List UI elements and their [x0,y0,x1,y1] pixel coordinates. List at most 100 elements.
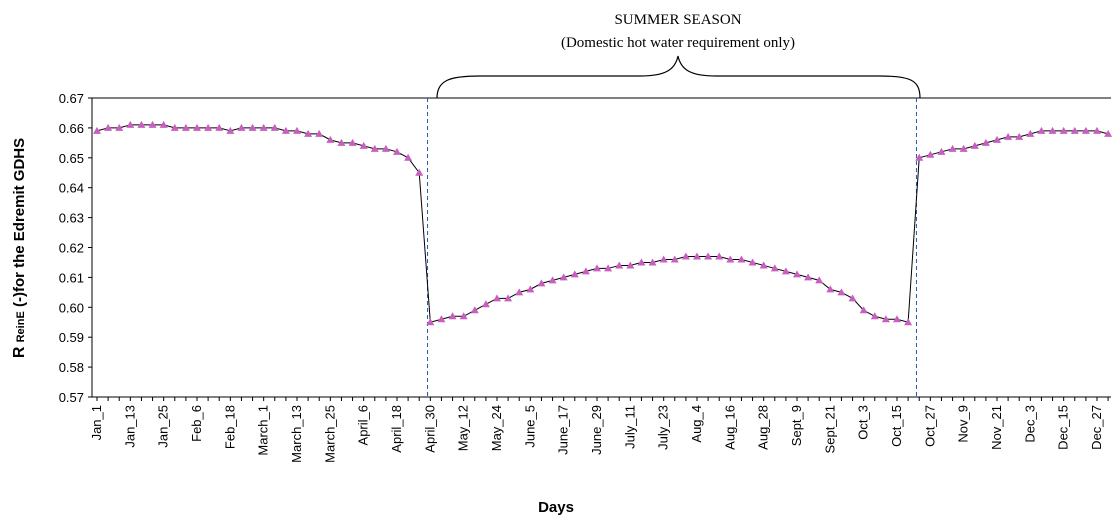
y-tick-label: 0.61 [59,270,84,285]
marker [281,126,290,134]
y-label-sub: ReinE [15,311,27,342]
x-tick-label: June_5 [522,405,537,448]
marker [104,123,113,131]
marker [993,135,1001,143]
marker [804,273,813,281]
x-tick-label: Aug_4 [689,405,704,443]
x-tick-label: Jan_13 [122,405,137,448]
y-tick-label: 0.66 [59,121,84,136]
marker [615,261,624,269]
marker [959,144,968,152]
marker [1026,129,1035,137]
x-tick-label: July_11 [622,405,637,449]
marker [415,168,424,176]
x-tick-label: March_25 [322,405,337,463]
x-axis-label: Days [538,499,574,516]
x-tick-label: Sept_9 [789,405,804,446]
marker [581,267,590,275]
x-tick-label: May_24 [489,405,504,451]
marker [537,279,546,287]
marker [370,144,379,152]
marker [437,315,446,323]
y-axis-label: R ReinE (-)for the Edremit GDHS [11,138,28,358]
marker [848,294,857,302]
x-tick-label: March_13 [289,405,304,463]
x-tick-label: Jan_25 [156,405,171,448]
y-tick-label: 0.57 [59,390,84,405]
marker [881,315,890,323]
marker [1093,126,1101,134]
x-tick-label: April_6 [356,405,371,445]
marker [204,123,213,131]
y-tick-label: 0.62 [59,241,84,256]
x-tick-label: March_1 [256,405,271,456]
marker [137,120,146,128]
marker [448,312,457,320]
marker [704,252,713,260]
marker [748,258,757,266]
marker [93,126,101,134]
marker [637,258,646,266]
marker [548,276,557,284]
x-tick-label: May_12 [456,405,471,451]
y-tick-label: 0.65 [59,151,84,166]
marker [304,129,313,137]
marker [181,123,190,131]
marker [337,138,346,146]
marker [593,264,601,272]
marker [1081,126,1090,134]
x-tick-label: Dec_3 [1022,405,1037,443]
marker [293,126,301,134]
marker [359,141,368,149]
x-tick-label: Nov_21 [989,405,1004,450]
x-tick-label: Oct_27 [922,405,937,447]
marker [1015,132,1024,140]
marker [770,264,779,272]
marker [659,255,668,263]
annotation-subtitle: (Domestic hot water requirement only) [561,35,795,51]
marker [515,288,524,296]
x-tick-label: Oct_3 [856,405,871,440]
marker [604,264,613,272]
marker [759,261,768,269]
marker [459,312,468,320]
y-tick-label: 0.64 [59,181,84,196]
marker [526,285,535,293]
x-tick-label: Oct_15 [889,405,904,447]
marker [1070,126,1079,134]
marker [426,318,435,326]
marker [915,153,924,161]
marker [248,123,257,131]
season-brace [436,55,921,99]
y-tick-label: 0.63 [59,211,84,226]
marker [570,270,579,278]
marker [393,147,401,155]
marker [215,123,224,131]
marker [781,267,790,275]
marker [670,255,679,263]
marker [859,306,868,314]
marker [826,285,835,293]
marker [381,144,390,152]
x-tick-label: Jan_1 [89,405,104,440]
x-tick-label: Dec_27 [1089,405,1104,450]
data-line [96,124,1109,323]
marker [193,123,201,131]
marker [626,261,635,269]
x-tick-label: June_29 [589,405,604,455]
marker [470,306,479,314]
marker [981,138,990,146]
marker [1104,129,1113,137]
x-tick-label: Nov_9 [956,405,971,443]
marker [1037,126,1046,134]
marker [970,141,979,149]
marker [159,120,168,128]
marker [1004,132,1013,140]
marker [126,120,135,128]
marker [693,252,701,260]
y-tick-label: 0.59 [59,330,84,345]
marker [837,288,846,296]
x-tick-label: Sept_21 [822,405,837,453]
marker [315,129,324,137]
marker [404,153,413,161]
